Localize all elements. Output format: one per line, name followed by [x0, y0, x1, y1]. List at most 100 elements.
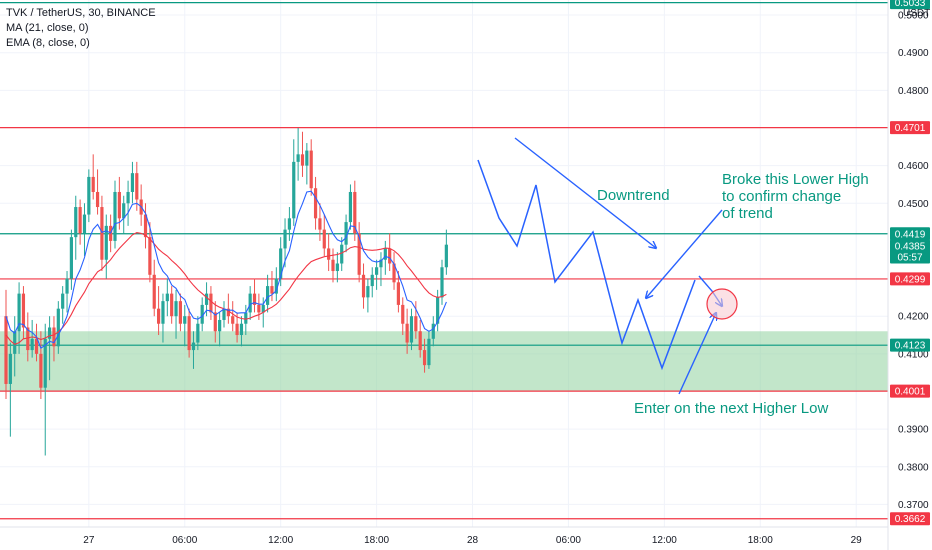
candle-body-72 — [318, 218, 322, 230]
candle-body-28 — [126, 191, 130, 204]
candle-body-61 — [270, 286, 274, 294]
candle-body-46 — [204, 293, 209, 305]
price-tick-label-3: 0.4600 — [898, 161, 929, 172]
candle-body-89 — [392, 263, 396, 283]
candle-body-34 — [152, 274, 156, 309]
candle-body-81 — [357, 233, 361, 275]
higher-low-arrow — [678, 313, 716, 395]
candle-body-70 — [309, 150, 313, 189]
candle-body-75 — [331, 259, 335, 272]
candle-body-69 — [305, 150, 309, 166]
support-zone — [0, 331, 888, 392]
lower-high-arrow — [646, 209, 723, 298]
candle-body-87 — [383, 248, 387, 260]
candle-body-37 — [165, 293, 169, 302]
price-tag-0.4701-bg — [890, 121, 930, 135]
candle-body-25 — [113, 191, 117, 241]
price-tick-label-4: 0.4500 — [898, 199, 929, 210]
price-tag-0.5033-bg — [890, 0, 930, 10]
candle-body-99 — [436, 297, 440, 324]
candle-body-7 — [34, 338, 39, 354]
time-tick-label-2: 12:00 — [268, 535, 293, 546]
candle-body-84 — [370, 274, 374, 287]
candle-body-0 — [4, 316, 8, 384]
candle-body-26 — [117, 191, 121, 219]
candle-body-68 — [300, 154, 305, 166]
current-price-tag-bg — [890, 239, 930, 264]
candle-body-45 — [200, 304, 204, 324]
time-tick-label-6: 12:00 — [652, 535, 677, 546]
candle-body-93 — [409, 316, 414, 343]
currency-label: USDT — [903, 8, 930, 19]
price-tag-0.4001-text: 0.4001 — [895, 387, 926, 398]
candle-body-42 — [187, 316, 191, 351]
time-axis[interactable]: 2706:0012:0018:002806:0012:0018:002906:0… — [0, 526, 932, 546]
annotation-downtrend: Downtrend — [597, 187, 670, 204]
candle-body-12 — [56, 308, 60, 347]
price-tag-0.4701-text: 0.4701 — [895, 123, 926, 134]
candle-body-66 — [292, 161, 296, 219]
candle-body-74 — [327, 248, 331, 260]
candle-body-88 — [388, 248, 392, 264]
price-tick-label-7: 0.3900 — [898, 425, 929, 436]
candle-body-27 — [122, 203, 126, 219]
price-tag-0.5033-text: 0.5033 — [895, 0, 926, 9]
candles — [4, 127, 448, 456]
candle-body-35 — [157, 308, 161, 324]
price-tag-0.4419-bg — [890, 227, 930, 241]
candle-body-64 — [283, 229, 287, 249]
candle-body-51 — [226, 308, 230, 317]
candle-body-30 — [135, 173, 139, 200]
downtrend-arrow — [514, 137, 656, 248]
candle-body-16 — [74, 207, 78, 238]
price-tag-0.3662-text: 0.3662 — [895, 514, 926, 525]
candle-body-22 — [100, 207, 104, 260]
candle-body-58 — [257, 304, 261, 313]
candle-body-2 — [13, 331, 17, 354]
time-tick-label-5: 06:00 — [556, 535, 581, 546]
ema-8-line — [5, 190, 447, 350]
candle-body-21 — [95, 191, 100, 208]
candle-body-67 — [296, 154, 300, 162]
price-tick-label-8: 0.3800 — [898, 462, 929, 473]
time-tick-label-1: 06:00 — [172, 535, 197, 546]
price-tag-0.4123-text: 0.4123 — [895, 341, 926, 352]
candle-body-86 — [379, 259, 383, 268]
trend-drawings — [477, 137, 738, 395]
candle-body-97 — [427, 338, 431, 366]
annotations: Downtrend Broke this Lower High to confi… — [597, 171, 869, 417]
price-tag-0.4123-bg — [890, 338, 930, 352]
candle-body-50 — [222, 308, 226, 320]
candle-body-95 — [418, 331, 422, 351]
time-tick-label-8: 29 — [851, 535, 863, 546]
candle-body-90 — [396, 282, 400, 305]
time-tick-label-0: 27 — [83, 535, 95, 546]
price-tick-label-5: 0.4200 — [898, 312, 929, 323]
candle-body-5 — [26, 327, 30, 351]
candle-body-62 — [274, 278, 278, 294]
candle-body-82 — [361, 274, 366, 298]
indicators — [5, 190, 447, 350]
candle-body-44 — [196, 323, 200, 343]
candle-body-91 — [401, 304, 405, 324]
candle-body-55 — [244, 312, 248, 324]
candle-body-3 — [17, 293, 21, 332]
candle-body-11 — [52, 327, 56, 347]
price-tags: 0.5033 0.4701 0.4419 0.4299 0.4123 0.4001 0.36… — [890, 0, 930, 526]
candle-body-77 — [340, 244, 344, 264]
candle-body-85 — [375, 267, 379, 275]
price-tick-label-1: 0.4900 — [898, 48, 929, 59]
candle-body-19 — [87, 176, 91, 215]
candle-body-80 — [353, 191, 357, 234]
candle-body-49 — [218, 319, 222, 332]
candle-body-96 — [422, 350, 427, 366]
candle-body-41 — [183, 316, 187, 324]
price-tick-label-6: 0.4100 — [898, 349, 929, 360]
entry-target-circle — [706, 288, 738, 320]
candle-body-40 — [178, 301, 182, 324]
candle-body-36 — [161, 301, 165, 324]
price-tag-0.4299-text: 0.4299 — [895, 274, 926, 285]
chart-legend: TVK / TetherUS, 30, BINANCE MA (21, clos… — [6, 6, 156, 51]
candle-body-8 — [39, 353, 43, 388]
